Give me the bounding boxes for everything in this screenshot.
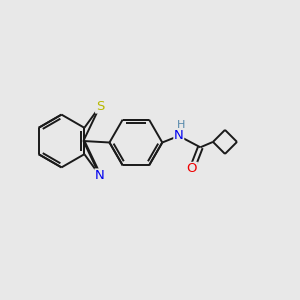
Text: N: N <box>95 169 105 182</box>
Text: N: N <box>174 129 184 142</box>
Text: O: O <box>187 162 197 176</box>
Text: H: H <box>177 119 185 130</box>
Text: S: S <box>96 100 104 113</box>
